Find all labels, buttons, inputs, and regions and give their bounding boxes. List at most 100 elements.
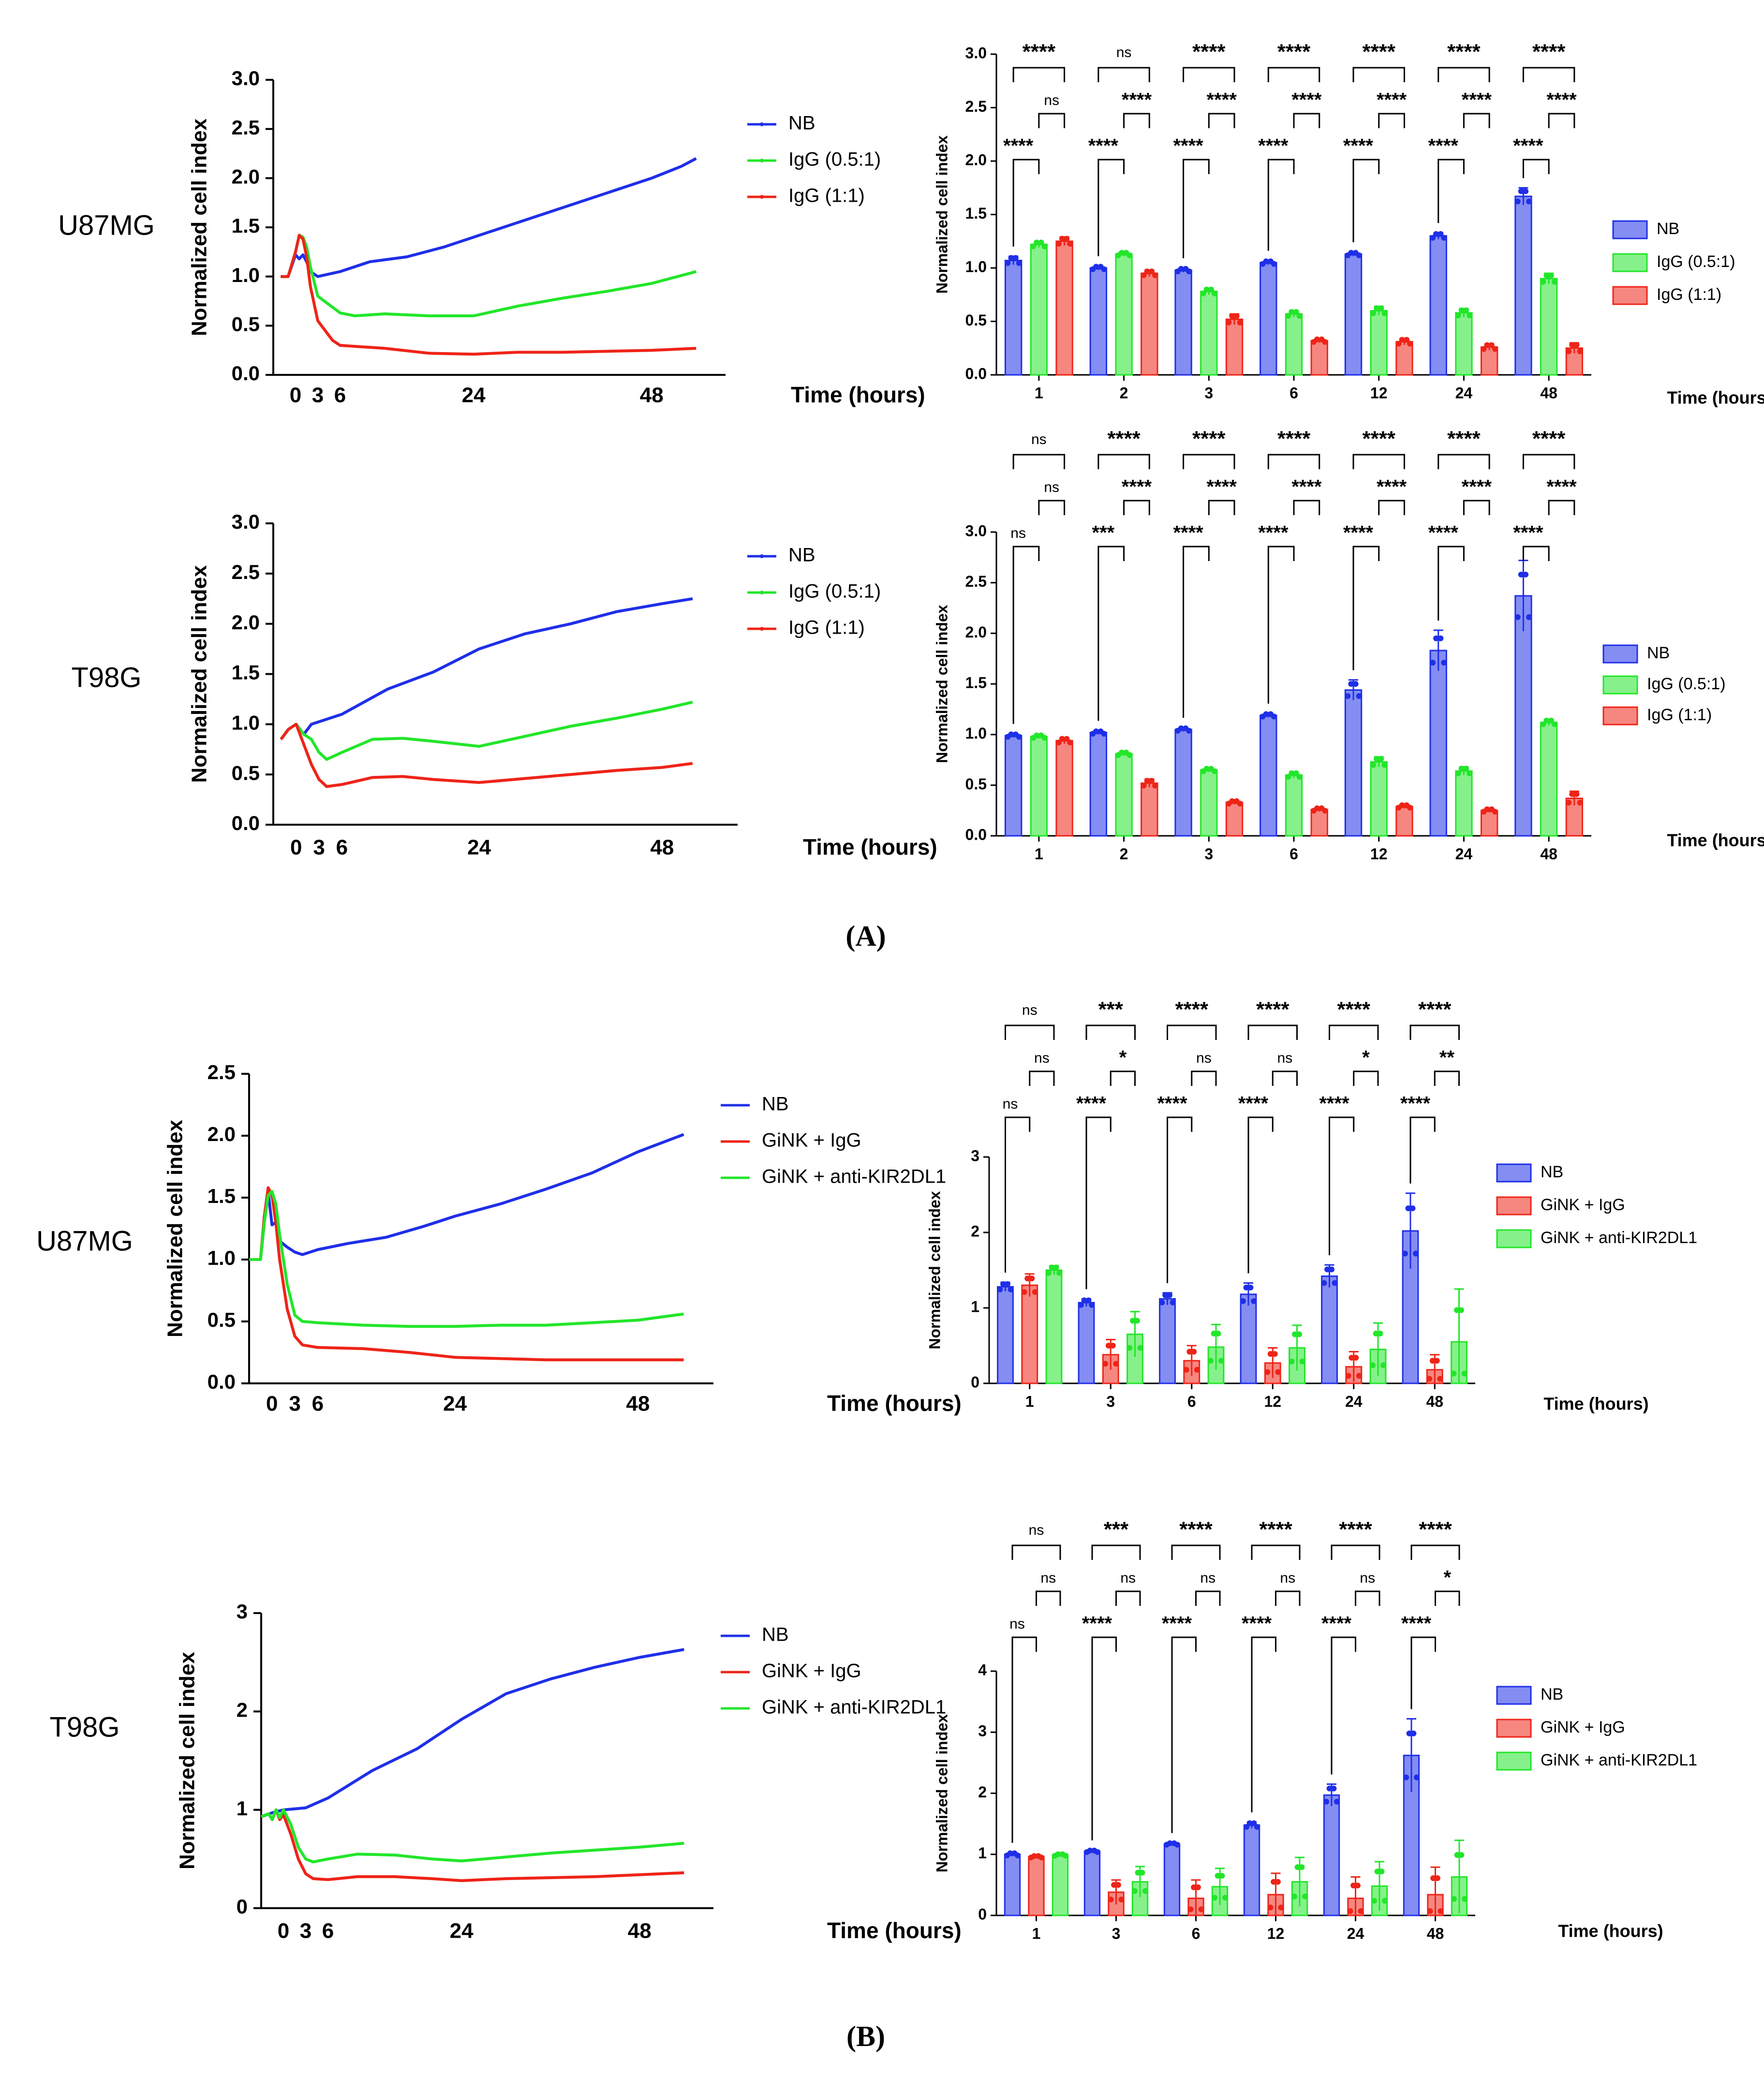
data-point [1302, 1893, 1308, 1899]
sig-label: **** [1238, 1093, 1269, 1114]
x-tick-label: 0 [290, 384, 301, 407]
bar [1004, 1854, 1021, 1916]
sig-bracket [1115, 1590, 1141, 1606]
data-point [1089, 1302, 1095, 1308]
series-line-igg-1-1- [281, 234, 697, 356]
data-point [1395, 341, 1402, 347]
sig-bracket [1267, 159, 1295, 251]
legend-label: NB [762, 1624, 789, 1646]
data-point [1405, 1205, 1411, 1212]
data-point [1135, 1869, 1141, 1876]
data-point [1170, 1299, 1176, 1305]
data-point [1029, 1275, 1035, 1282]
sig-bracket [1097, 454, 1150, 469]
x-tick-label: 48 [1540, 845, 1557, 862]
data-point [1292, 1331, 1298, 1337]
data-point [1152, 783, 1158, 789]
y-tick-label: 2.0 [208, 1123, 236, 1145]
data-point [1378, 305, 1384, 311]
sig-bracket [1012, 454, 1066, 469]
sig-label: **** [1088, 135, 1119, 157]
sig-bracket [1522, 454, 1575, 469]
legend-swatch [1496, 1751, 1532, 1771]
x-tick-label: 3 [1204, 384, 1213, 401]
sig-bracket [1463, 500, 1490, 515]
bar [1052, 1854, 1069, 1916]
data-point [1406, 1730, 1412, 1736]
sig-label: **** [1428, 522, 1459, 544]
data-point [1038, 239, 1044, 246]
sig-bracket [1272, 1070, 1298, 1086]
data-point [1413, 1250, 1419, 1257]
data-point [1569, 791, 1575, 797]
data-point [1332, 1280, 1338, 1286]
legend-swatch [1612, 253, 1648, 272]
data-point [1427, 1908, 1433, 1914]
data-point [1349, 1354, 1355, 1361]
x-tick-label: 3 [312, 384, 324, 407]
sig-bracket [1012, 159, 1040, 247]
data-point [1203, 286, 1210, 293]
data-point [1543, 717, 1550, 724]
sig-label: ns [1120, 1570, 1136, 1586]
data-point [1358, 1908, 1364, 1914]
sig-bracket [1438, 67, 1490, 82]
sig-label: **** [1343, 522, 1374, 544]
data-point [1353, 1354, 1359, 1361]
sig-bracket [1352, 159, 1380, 242]
data-point [1237, 319, 1243, 326]
y-tick-label: 2.0 [965, 151, 987, 168]
data-point [1118, 1897, 1125, 1903]
bar [1055, 240, 1073, 376]
data-point [1381, 762, 1388, 768]
y-tick-label: 1 [978, 1844, 987, 1862]
series-line-nb [281, 157, 697, 278]
data-point [1233, 313, 1240, 319]
data-point [1186, 1349, 1193, 1355]
data-point [1016, 734, 1022, 740]
data-point [1118, 749, 1125, 756]
sig-bracket [1251, 1544, 1301, 1560]
data-point [1195, 1884, 1201, 1890]
data-point [1451, 1896, 1457, 1902]
data-point [1067, 241, 1073, 247]
data-point [1194, 1366, 1200, 1373]
data-point [1008, 1286, 1014, 1292]
sig-label: ns [1031, 431, 1047, 447]
legend-label: NB [788, 545, 815, 566]
y-tick-label: 0.0 [965, 365, 987, 382]
data-point [1548, 717, 1554, 724]
sig-bracket [1251, 1636, 1276, 1812]
y-tick-label: 3.0 [232, 67, 260, 89]
bar [1004, 260, 1023, 376]
data-point [1373, 1331, 1379, 1337]
legend-label: GiNK + IgG [1541, 1718, 1625, 1736]
data-point [1377, 1331, 1383, 1337]
data-point [1102, 1361, 1109, 1367]
sig-bracket [1548, 113, 1575, 128]
sig-bracket [1029, 1070, 1055, 1086]
x-tick-label: 24 [1455, 384, 1473, 401]
sig-label: **** [1258, 135, 1289, 157]
y-tick-label: 0.0 [965, 826, 987, 843]
data-point [1229, 313, 1235, 319]
sig-label: **** [1157, 1093, 1187, 1114]
bar [1225, 801, 1244, 837]
data-point [1381, 1898, 1388, 1904]
data-point [1062, 1853, 1068, 1859]
y-tick-label: 1.5 [232, 661, 260, 684]
sig-label: **** [1447, 40, 1481, 64]
series-line-igg-0-5-1- [281, 234, 697, 317]
x-tick-label: 12 [1267, 1925, 1285, 1942]
data-point [1430, 660, 1436, 666]
sig-label: ns [1044, 92, 1059, 108]
data-point [1379, 1869, 1385, 1875]
sig-bracket [1378, 113, 1405, 128]
data-point [1271, 713, 1277, 720]
data-point [1354, 1883, 1361, 1889]
data-point [1038, 1854, 1045, 1861]
series-line-nb [261, 1648, 684, 1818]
sig-label: **** [1513, 522, 1543, 544]
sig-label: **** [1173, 522, 1203, 544]
